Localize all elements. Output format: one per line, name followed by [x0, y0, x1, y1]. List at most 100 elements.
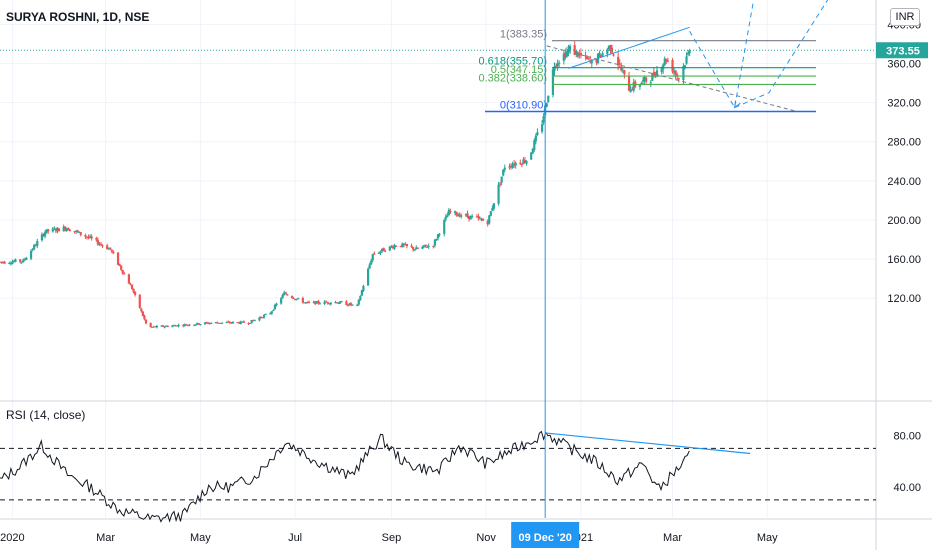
price-tick-label: 280.00: [887, 137, 921, 149]
candle-body: [618, 63, 621, 65]
candle-body: [306, 301, 309, 303]
candle-body: [576, 52, 579, 57]
candle-body: [269, 313, 272, 315]
candle-body: [688, 50, 691, 54]
candle-body: [51, 228, 54, 232]
candle-body: [68, 229, 71, 232]
candle-body: [84, 235, 87, 237]
candle-body: [134, 291, 137, 295]
candle-body: [405, 243, 409, 247]
candle-body: [655, 70, 659, 77]
candles-layer: [0, 41, 691, 329]
rsi-tick-label: 40.00: [893, 482, 921, 494]
candle-body: [345, 301, 348, 306]
candle-body: [599, 54, 603, 58]
candle-body: [149, 322, 152, 328]
trendline-upper: [568, 26, 690, 69]
candle-body: [241, 321, 244, 323]
candle-body: [98, 243, 101, 245]
candle-body: [390, 246, 393, 248]
candle-body: [96, 239, 99, 245]
candle-body: [357, 299, 360, 305]
candle-body: [34, 245, 37, 247]
candle-body: [497, 184, 500, 204]
candle-body: [393, 245, 396, 249]
candle-body: [663, 58, 666, 65]
candle-body: [564, 52, 567, 58]
candle-body: [193, 324, 196, 326]
candle-body: [99, 243, 103, 245]
candle-body: [382, 247, 385, 252]
candle-body: [446, 215, 449, 218]
candle-body: [394, 245, 398, 247]
candle-body: [534, 135, 537, 142]
candle-body: [551, 69, 555, 95]
candle-body: [547, 95, 550, 102]
candle-body: [166, 325, 169, 327]
rsi-tick-label: 80.00: [893, 431, 921, 443]
candle-body: [573, 45, 576, 55]
candle-body: [660, 68, 663, 72]
candle-body: [56, 227, 59, 232]
candle-body: [79, 232, 82, 235]
candle-body: [536, 132, 539, 136]
candle-body: [562, 53, 565, 61]
candle-body: [632, 82, 635, 91]
candle-body: [627, 75, 631, 91]
candle-body: [422, 245, 426, 247]
candle-body: [73, 231, 76, 233]
candle-body: [335, 302, 339, 304]
candle-body: [261, 317, 264, 319]
candle-body: [620, 66, 623, 71]
candle-body: [214, 322, 217, 324]
candle-body: [436, 234, 440, 239]
candle-body: [645, 77, 648, 82]
candle-body: [426, 246, 429, 248]
candle-body: [242, 321, 245, 323]
candle-body: [9, 263, 12, 265]
candle-body: [186, 324, 190, 326]
candle-body: [415, 247, 418, 250]
candle-body: [519, 162, 522, 164]
crosshair-date-badge: [511, 522, 580, 548]
candle-body: [317, 300, 320, 304]
candle-body: [75, 230, 78, 232]
candle-body: [367, 268, 370, 286]
candle-body: [262, 314, 266, 318]
candle-body: [8, 262, 11, 264]
candle-body: [471, 216, 474, 218]
candle-body: [57, 228, 61, 232]
candle-body: [460, 215, 463, 217]
candle-body: [123, 273, 126, 275]
candle-body: [110, 249, 113, 252]
candle-body: [216, 322, 219, 324]
candle-body: [509, 165, 513, 167]
currency-button[interactable]: INR: [890, 8, 920, 26]
candle-body: [530, 152, 533, 160]
candle-body: [140, 308, 143, 312]
candle-body: [584, 55, 587, 57]
candle-body: [466, 213, 469, 217]
candle-body: [399, 245, 402, 247]
candle-body: [121, 270, 124, 274]
candle-body: [78, 231, 81, 233]
candle-body: [294, 299, 297, 301]
candle-body: [22, 259, 25, 263]
candle-body: [489, 211, 492, 217]
candle-body: [328, 303, 331, 305]
candle-body: [553, 66, 556, 71]
candle-body: [379, 251, 382, 253]
candle-body: [617, 56, 620, 66]
candle-body: [205, 322, 208, 324]
time-axis-label: 2020: [0, 532, 24, 544]
candle-body: [359, 296, 362, 301]
candle-body: [567, 49, 570, 52]
candle-body: [677, 78, 680, 80]
candle-body: [575, 50, 578, 54]
candle-body: [612, 54, 615, 56]
candle-body: [410, 245, 413, 248]
candle-body: [402, 243, 405, 246]
candle-body: [281, 294, 284, 298]
